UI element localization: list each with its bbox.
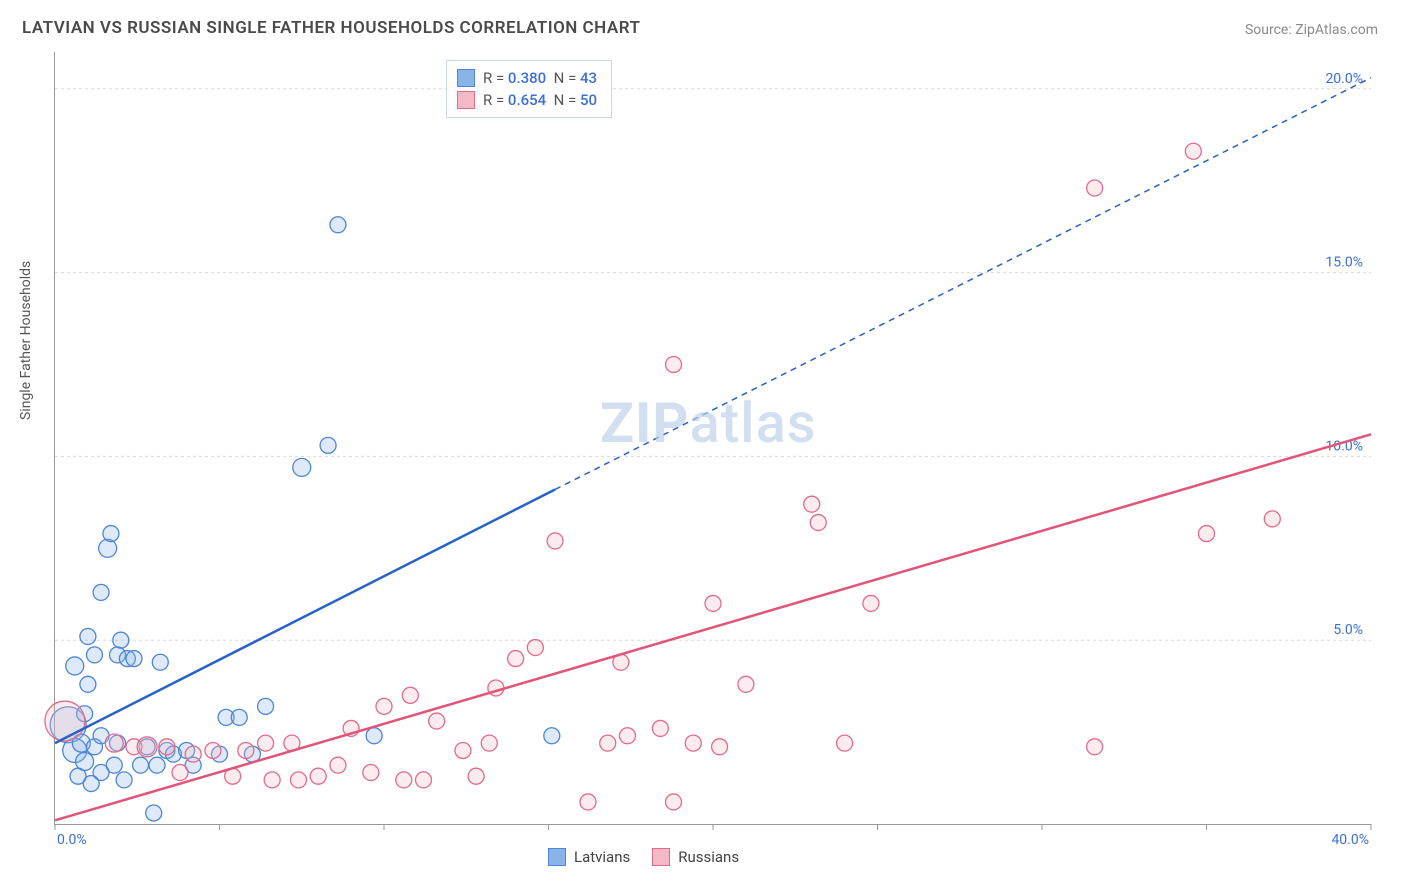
y-axis-label: Single Father Households bbox=[18, 261, 34, 420]
scatter-plot: 5.0%10.0%15.0%20.0%0.0%40.0% bbox=[54, 52, 1371, 825]
stat-box: R = 0.380 N = 43 R = 0.654 N = 50 bbox=[446, 60, 612, 118]
legend-item-russians: Russians bbox=[652, 848, 739, 866]
swatch-latvians bbox=[548, 848, 566, 866]
swatch-russians bbox=[652, 848, 670, 866]
legend-item-latvians: Latvians bbox=[548, 848, 630, 866]
swatch-latvians bbox=[457, 69, 475, 87]
svg-text:15.0%: 15.0% bbox=[1325, 255, 1363, 271]
stat-row-russians: R = 0.654 N = 50 bbox=[457, 89, 597, 111]
svg-text:0.0%: 0.0% bbox=[57, 832, 87, 848]
svg-text:20.0%: 20.0% bbox=[1325, 71, 1363, 87]
svg-text:5.0%: 5.0% bbox=[1333, 622, 1363, 638]
legend: Latvians Russians bbox=[548, 848, 739, 866]
stat-row-latvians: R = 0.380 N = 43 bbox=[457, 67, 597, 89]
source-label: Source: ZipAtlas.com bbox=[1245, 22, 1378, 38]
swatch-russians bbox=[457, 91, 475, 109]
svg-text:40.0%: 40.0% bbox=[1331, 832, 1369, 848]
chart-title: LATVIAN VS RUSSIAN SINGLE FATHER HOUSEHO… bbox=[22, 18, 640, 38]
